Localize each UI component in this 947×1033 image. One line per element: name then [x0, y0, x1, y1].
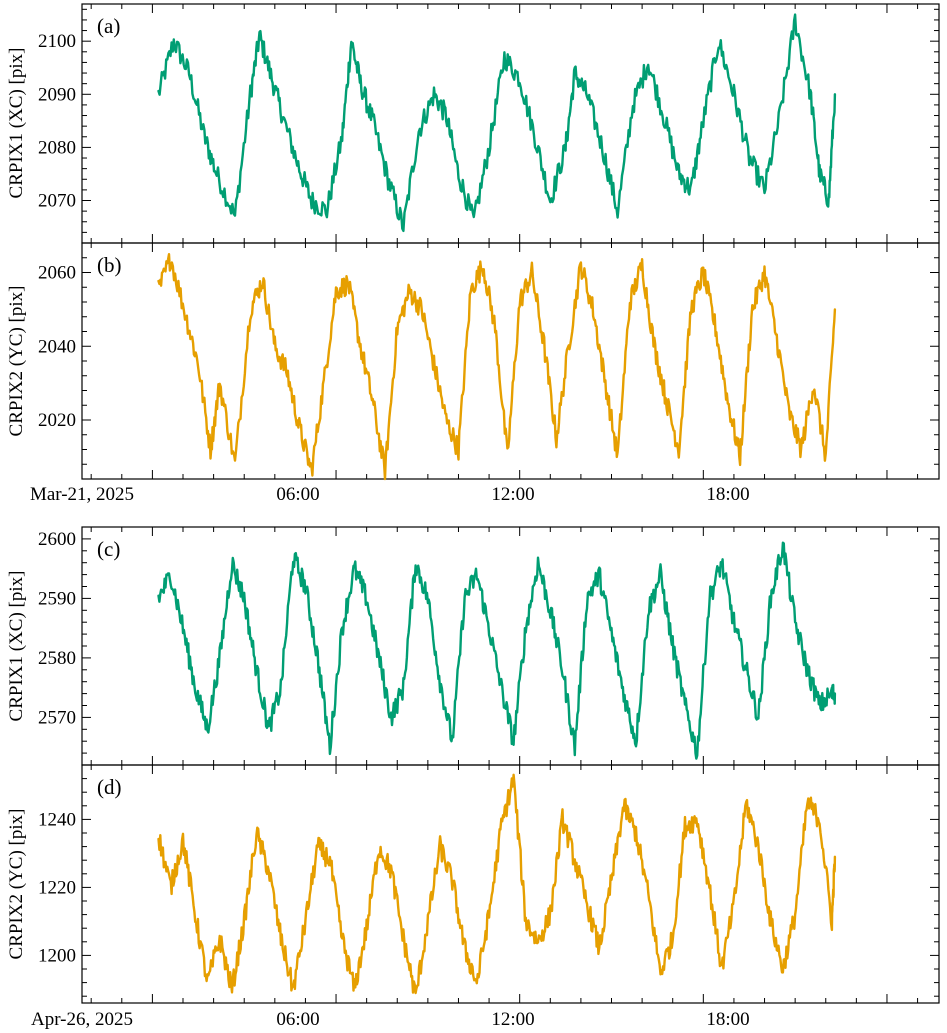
upper-xtick-label-2: 12:00: [491, 484, 534, 505]
panel-d-ylabel: CRPIX2 (YC) [pix]: [6, 809, 27, 960]
panel-a-yticks: 2070 2080 2090 2100: [38, 8, 939, 244]
lower-xtick-label-3: 18:00: [706, 1009, 749, 1030]
panel-c-series-line: [157, 541, 837, 760]
upper-xtick-label-0: Mar-21, 2025: [30, 484, 134, 505]
panel-d-ytick-label: 1200: [38, 945, 76, 966]
lower-xtick-label-0: Apr-26, 2025: [31, 1009, 133, 1030]
panel-a-ylabel: CRPIX1 (XC) [pix]: [6, 48, 27, 199]
panel-d-frame: [81, 764, 940, 1004]
panel-b-ytick-label: 2020: [38, 410, 76, 431]
upper-xtick-labels: Mar-21, 2025 06:00 12:00 18:00: [30, 484, 750, 505]
panel-a: 2070 2080 2090 2100 (a) CRPIX1 (XC) [pix]: [6, 3, 940, 244]
panel-c-ytick-label: 2590: [38, 588, 76, 609]
panel-a-ytick-label: 2070: [38, 191, 76, 212]
panel-b-ytick-label: 2060: [38, 263, 76, 284]
panel-c-ylabel: CRPIX1 (XC) [pix]: [6, 571, 27, 722]
panel-b-ytick-label: 2040: [38, 336, 76, 357]
panel-a-label: (a): [97, 14, 120, 38]
panel-d-ytick-label: 1240: [38, 809, 76, 830]
panel-c-yticks: 2570 2580 2590 2600: [38, 526, 939, 766]
panel-c-ytick-label: 2580: [38, 648, 76, 669]
panel-b-xticks: [90, 243, 919, 479]
panel-d-yticks: 1200 1220 1240: [38, 764, 939, 997]
panel-c-ytick-label: 2600: [38, 529, 76, 550]
panel-d-xticks: [90, 765, 919, 1003]
lower-xtick-label-2: 12:00: [491, 1009, 534, 1030]
panel-a-series-line: [157, 13, 837, 233]
panel-b-series-line: [157, 253, 837, 481]
panel-a-ytick-label: 2100: [38, 31, 76, 52]
panel-c: 2570 2580 2590 2600 (c) CRPIX1 (XC) [pix]: [6, 526, 940, 766]
upper-xtick-label-1: 06:00: [276, 484, 319, 505]
upper-xtick-label-3: 18:00: [706, 484, 749, 505]
panel-b: 2020 2040 2060 (b) CRPIX2 (YC) [pix]: [6, 242, 940, 481]
panel-d-series-line: [157, 773, 837, 995]
panel-a-xticks: [90, 4, 919, 243]
panel-b-ylabel: CRPIX2 (YC) [pix]: [6, 286, 27, 437]
panel-b-label: (b): [97, 253, 122, 277]
panel-d: 1200 1220 1240 (d) CRPIX2 (YC) [pix]: [6, 764, 940, 1004]
panel-c-ytick-label: 2570: [38, 707, 76, 728]
panel-b-yticks: 2020 2040 2060: [38, 242, 939, 480]
panel-a-ytick-label: 2080: [38, 137, 76, 158]
lower-xtick-labels: Apr-26, 2025 06:00 12:00 18:00: [31, 1009, 750, 1030]
panel-a-frame: [81, 3, 940, 244]
panel-c-label: (c): [97, 537, 120, 561]
lower-xtick-label-1: 06:00: [276, 1009, 319, 1030]
panel-c-xticks: [90, 527, 919, 765]
panel-a-ytick-label: 2090: [38, 84, 76, 105]
panel-d-ytick-label: 1220: [38, 877, 76, 898]
panel-d-label: (d): [97, 775, 122, 799]
